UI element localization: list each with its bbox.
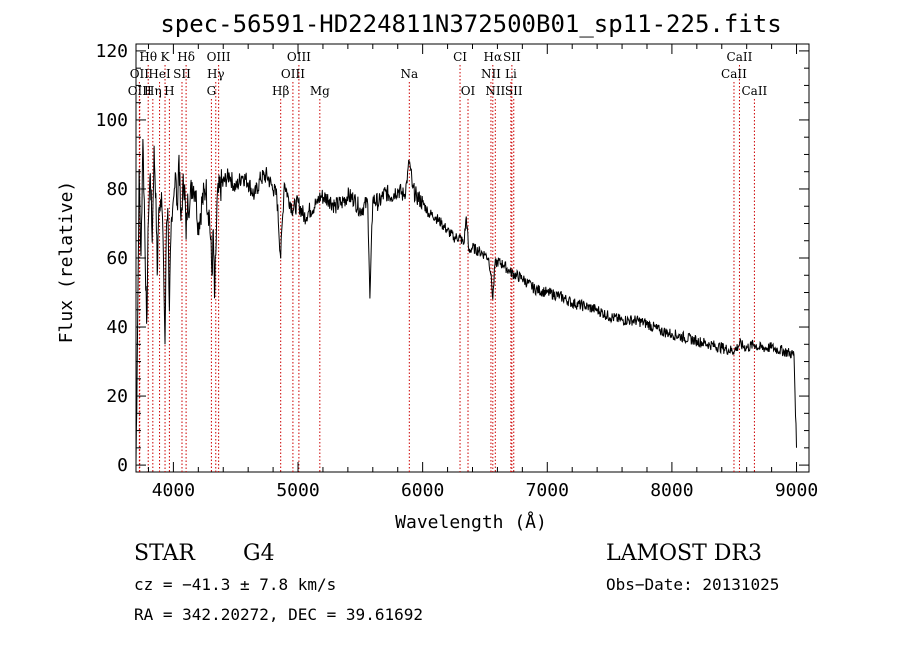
line-label: CI	[453, 50, 467, 64]
plot-frame	[135, 43, 810, 473]
line-label: SII	[503, 50, 521, 64]
line-label: OII	[130, 67, 150, 81]
line-label: OIII	[207, 50, 231, 64]
spectrum-line	[135, 138, 797, 466]
x-tick-label: 6000	[401, 480, 444, 501]
line-label: CaII	[727, 50, 753, 64]
survey-name: LAMOST DR3	[606, 541, 762, 566]
line-label: NII	[485, 84, 505, 98]
object-subclass: G4	[243, 541, 275, 566]
y-tick-label: 0	[117, 455, 128, 476]
line-label: Hα	[484, 50, 503, 64]
line-label: HeI	[148, 67, 171, 81]
sky-coordinates: RA = 342.20272, DEC = 39.61692	[134, 605, 423, 624]
line-label: Li	[505, 67, 517, 81]
line-label: Hθ	[139, 50, 157, 64]
chart-title: spec-56591-HD224811N372500B01_sp11-225.f…	[160, 10, 781, 38]
x-tick-label: 4000	[152, 480, 195, 501]
x-tick-label: 7000	[526, 480, 569, 501]
y-tick-label: 80	[106, 179, 128, 200]
line-label: CaII	[721, 67, 747, 81]
object-class: STAR	[134, 541, 196, 566]
emission-line-markers	[138, 65, 755, 472]
line-label: SII	[173, 67, 191, 81]
x-tick-label: 9000	[775, 480, 818, 501]
line-label: Mg	[310, 84, 330, 98]
line-label: OIII	[287, 50, 311, 64]
y-tick-label: 40	[106, 317, 128, 338]
y-tick-label: 100	[95, 110, 128, 131]
line-label: K	[161, 50, 171, 64]
y-tick-label: 120	[95, 41, 128, 62]
line-label: OIII	[128, 84, 152, 98]
x-tick-label: 5000	[276, 480, 319, 501]
line-label: SII	[505, 84, 523, 98]
line-label: Hγ	[207, 67, 225, 81]
line-label: Hη	[144, 84, 162, 98]
line-label: Hδ	[177, 50, 195, 64]
line-label: Na	[400, 67, 418, 81]
line-label: OI	[461, 84, 476, 98]
radial-velocity: cz = −41.3 ± 7.8 km/s	[134, 575, 336, 594]
y-tick-label: 20	[106, 386, 128, 407]
x-axis-ticks: 4000 5000 6000 7000 8000 9000	[147, 44, 818, 501]
y-axis-ticks: 0 20 40 60 80 100 120	[95, 41, 809, 476]
line-label: CaII	[741, 84, 767, 98]
line-label: H	[164, 84, 174, 98]
line-label: OIII	[281, 67, 305, 81]
y-tick-label: 60	[106, 248, 128, 269]
line-label: Hβ	[272, 84, 289, 98]
x-axis-label: Wavelength (Å)	[395, 511, 547, 533]
y-axis-label: Flux (relative)	[56, 181, 77, 344]
line-label: G	[207, 84, 217, 98]
line-label: NII	[481, 67, 501, 81]
observation-date: Obs−Date: 20131025	[606, 575, 779, 594]
x-tick-label: 8000	[650, 480, 693, 501]
